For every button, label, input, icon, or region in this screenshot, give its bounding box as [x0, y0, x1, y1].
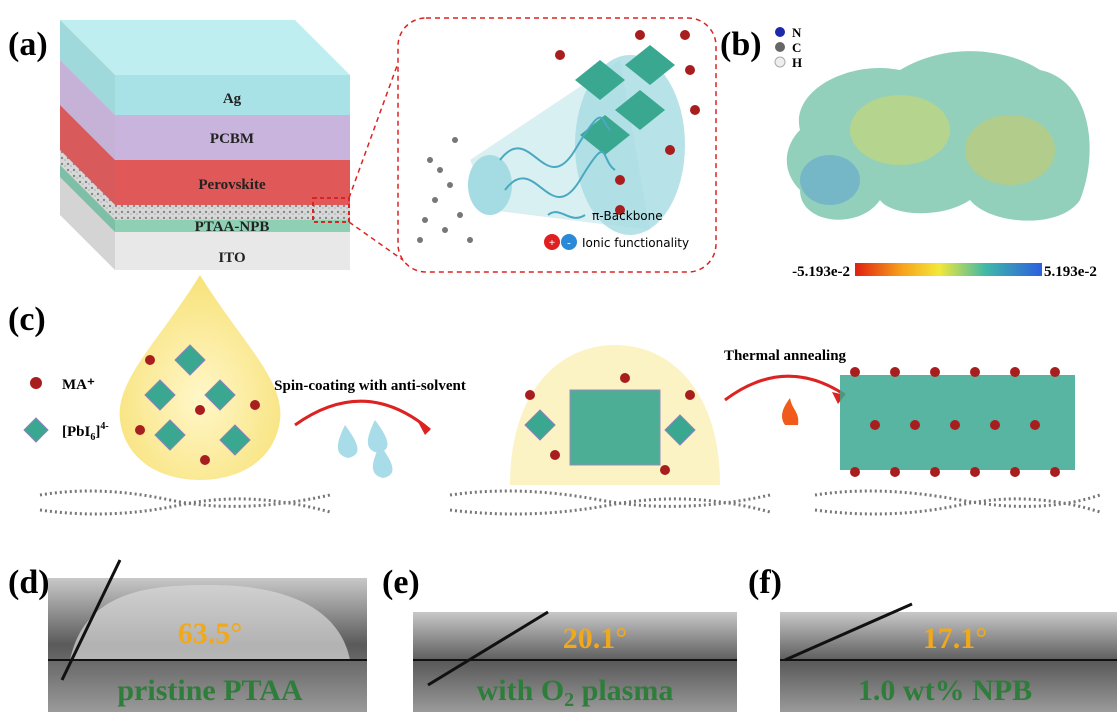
panel-a: (a) Ag PCBM Perovskite PTAA-NPB ITO π-Ba… [8, 17, 717, 273]
colorbar-max: 5.193e-2 [1044, 264, 1097, 280]
ion-minus [561, 234, 577, 250]
contact-angle: 20.1° [563, 622, 628, 655]
colorbar [855, 263, 1042, 276]
legend-label: [PbI6]4- [62, 421, 109, 443]
panel-label: (a) [8, 26, 48, 63]
layer-label: Perovskite [198, 177, 266, 193]
cone-end [468, 155, 512, 215]
caption: pristine PTAA [117, 674, 303, 707]
caption: 1.0 wt% NPB [858, 674, 1032, 707]
panel-label: (b) [720, 26, 762, 63]
photo [780, 612, 1117, 712]
arrow [724, 374, 846, 402]
step-label: Thermal annealing [724, 348, 847, 364]
zoom-line [348, 221, 411, 266]
layer-top [60, 20, 350, 75]
cations [555, 30, 700, 215]
contact-angle: 17.1° [923, 622, 988, 655]
panel-label: (e) [382, 564, 420, 601]
droplet [119, 275, 281, 480]
cations [135, 355, 260, 465]
atom-label: C [792, 40, 801, 55]
crystal [524, 389, 696, 466]
layer-label: PTAA-NPB [195, 219, 270, 235]
atom-label: H [792, 55, 802, 70]
legend-label: Ionic functionality [582, 236, 689, 250]
panel-f: (f) 17.1° 1.0 wt% NPB [748, 564, 1117, 712]
step-label: Spin-coating with anti-solvent [274, 378, 466, 394]
colorbar-min: -5.193e-2 [792, 264, 850, 280]
cone-end [575, 55, 685, 235]
contact-angle: 63.5° [178, 617, 243, 650]
atom-label: N [792, 25, 802, 40]
arrow [294, 399, 431, 432]
caption: with O2 plasma [477, 674, 674, 711]
panel-b: (b) N C H -5.193e-2 5.193e-2 [720, 25, 1097, 280]
cations [850, 367, 1060, 477]
layer [115, 115, 350, 160]
ion-plus [544, 234, 560, 250]
panel-label: (c) [8, 301, 46, 338]
layer [115, 205, 350, 220]
layer [115, 75, 350, 115]
zoom-box [312, 197, 350, 223]
substrate [39, 489, 1101, 516]
layer-label: ITO [218, 250, 245, 266]
ion-sign: - [567, 237, 571, 249]
layer-label: Ag [223, 91, 242, 107]
layer [115, 160, 350, 205]
panel-c: (c) MA⁺ [PbI6]4- Spin-coating with anti-… [8, 275, 1101, 516]
layer-label: PCBM [210, 131, 254, 147]
octahedra [144, 344, 251, 456]
molecule [417, 137, 473, 243]
layer [115, 232, 350, 270]
panel-label: (d) [8, 564, 50, 601]
ion-sign: + [549, 237, 555, 249]
panel-e: (e) 20.1° with O2 plasma [382, 564, 737, 712]
flame [782, 398, 799, 425]
layer [115, 220, 350, 232]
legend-label: π-Backbone [592, 209, 663, 223]
drops [337, 420, 393, 478]
panel-d: (d) 63.5° pristine PTAA [8, 559, 367, 712]
legend-label: MA⁺ [62, 377, 95, 393]
panel-label: (f) [748, 564, 782, 601]
